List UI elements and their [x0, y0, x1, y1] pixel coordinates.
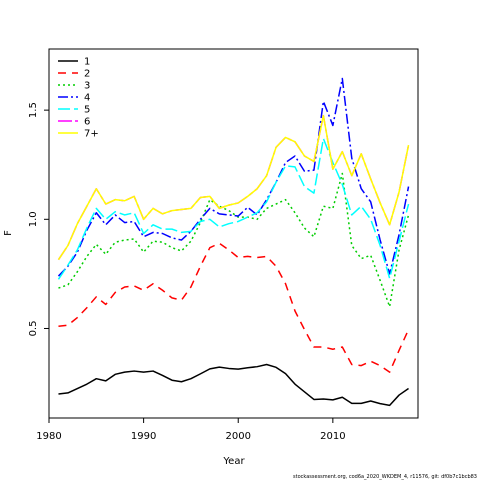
series-line-5 [57, 137, 410, 280]
legend-label: 6 [84, 117, 90, 128]
legend-label: 3 [84, 81, 90, 92]
y-axis-title: F [3, 230, 14, 236]
legend-label: 4 [84, 93, 90, 104]
x-tick-label: 1980 [36, 431, 61, 442]
y-tick-label: 1.0 [28, 211, 39, 227]
series-line-1 [58, 363, 409, 407]
x-tick-label: 1990 [131, 431, 156, 442]
x-axis-title: Year [222, 456, 245, 467]
y-axis: 0.5 1.0 1.5 [28, 102, 49, 336]
series-layer [57, 77, 410, 407]
series-line-4 [57, 77, 410, 277]
y-tick-label: 1.5 [28, 102, 39, 118]
x-tick-label: 2000 [226, 431, 251, 442]
legend-label: 1 [84, 57, 90, 68]
series-line-7plus [57, 114, 410, 261]
series-line-2 [58, 242, 410, 373]
x-axis: 1980 1990 2000 2010 [36, 418, 346, 442]
legend-label: 7+ [84, 129, 99, 140]
x-tick-label: 2010 [320, 431, 345, 442]
footer-text: stockassessment.org, cod6a_2020_WKDEM_4,… [293, 474, 477, 480]
legend-label: 5 [84, 105, 90, 116]
y-tick-label: 0.5 [28, 321, 39, 337]
series-line-3 [58, 172, 410, 308]
legend-label: 2 [84, 69, 90, 80]
plot-frame [48, 48, 419, 419]
